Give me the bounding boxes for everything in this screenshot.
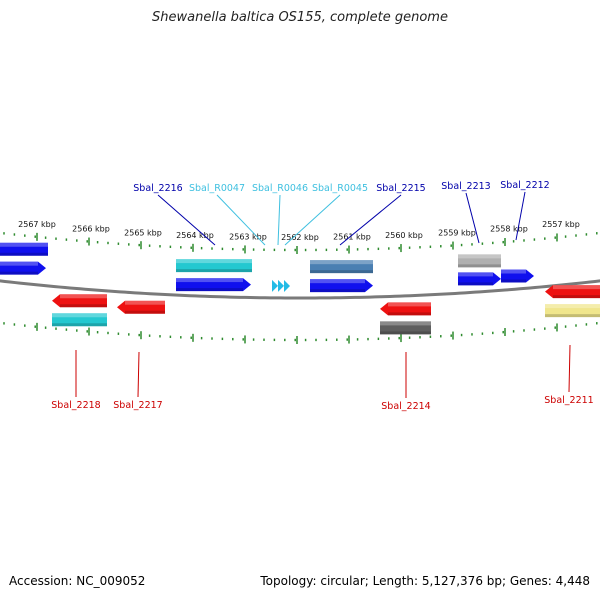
- kbp-tick-label: 2561 kbp: [333, 232, 371, 241]
- genome-title: Shewanella baltica OS155, complete genom…: [152, 10, 448, 25]
- gene-block[interactable]: [52, 313, 107, 327]
- gene-arrow[interactable]: [501, 269, 534, 283]
- kbp-tick-label: 2567 kbp: [18, 220, 56, 229]
- label-leader-line: [515, 191, 526, 241]
- gene-arrow[interactable]: [0, 261, 46, 275]
- gene-block[interactable]: [0, 242, 48, 256]
- label-leader-line: [216, 194, 266, 246]
- gene-label[interactable]: Sbal_2218: [51, 400, 100, 411]
- label-leader-line: [339, 194, 402, 246]
- backbone-layer: [0, 279, 600, 300]
- label-leader-line: [277, 194, 281, 246]
- gene-arrow[interactable]: [380, 302, 431, 316]
- gene-label[interactable]: Sbal_2215: [376, 183, 425, 194]
- gene-block[interactable]: [380, 321, 431, 335]
- gene-arrow[interactable]: [117, 300, 165, 314]
- trna-feature[interactable]: [272, 279, 278, 292]
- topology-text: Topology: circular; Length: 5,127,376 bp…: [260, 574, 590, 588]
- gene-arrow[interactable]: [52, 294, 107, 308]
- gene-block[interactable]: [458, 254, 501, 268]
- label-leader-line: [284, 194, 341, 246]
- label-leader-line: [568, 344, 571, 393]
- gene-block[interactable]: [310, 260, 373, 274]
- gene-label[interactable]: Sbal_2212: [500, 180, 549, 191]
- gene-label[interactable]: Sbal_R0047: [189, 183, 245, 194]
- kbp-tick-label: 2558 kbp: [490, 225, 528, 234]
- trna-feature[interactable]: [278, 279, 284, 292]
- gene-label[interactable]: Sbal_2213: [441, 181, 490, 192]
- kbp-tick-label: 2560 kbp: [385, 231, 423, 240]
- kbp-tick-label: 2566 kbp: [72, 225, 110, 234]
- gene-block[interactable]: [176, 259, 252, 273]
- gene-arrow[interactable]: [458, 272, 501, 286]
- feature-layer: [0, 242, 600, 335]
- kbp-tick-label: 2564 kbp: [176, 231, 214, 240]
- gene-label[interactable]: Sbal_R0045: [312, 183, 368, 194]
- trna-feature[interactable]: [284, 279, 290, 292]
- gene-label[interactable]: Sbal_2214: [381, 401, 430, 412]
- label-leader-line: [137, 351, 140, 398]
- gene-arrow[interactable]: [176, 278, 251, 292]
- gene-label[interactable]: Sbal_2216: [133, 183, 182, 194]
- genome-backbone: [0, 279, 600, 300]
- label-leader-line: [157, 194, 216, 246]
- kbp-tick-label: 2557 kbp: [542, 220, 580, 229]
- gene-label[interactable]: Sbal_2211: [544, 395, 593, 406]
- ruler-ticks: 2567 kbp 2566 kbp 2565 kbp 2564 kbp 2563 kbp…: [3, 220, 598, 344]
- kbp-tick-label: 2559 kbp: [438, 228, 476, 237]
- gene-block[interactable]: [545, 304, 600, 318]
- label-layer: Sbal_2216 Sbal_R0047 Sbal_R0046 Sbal_R0045 S…: [51, 180, 593, 412]
- label-leader-line: [465, 192, 480, 244]
- gene-label[interactable]: Sbal_2217: [113, 400, 162, 411]
- kbp-tick-label: 2562 kbp: [281, 233, 319, 242]
- accession-text: Accession: NC_009052: [9, 574, 146, 588]
- gene-arrow[interactable]: [545, 285, 600, 299]
- gene-arrow[interactable]: [310, 279, 373, 293]
- kbp-tick-label: 2565 kbp: [124, 228, 162, 237]
- gene-label[interactable]: Sbal_R0046: [252, 183, 308, 194]
- kbp-tick-label: 2563 kbp: [229, 232, 267, 241]
